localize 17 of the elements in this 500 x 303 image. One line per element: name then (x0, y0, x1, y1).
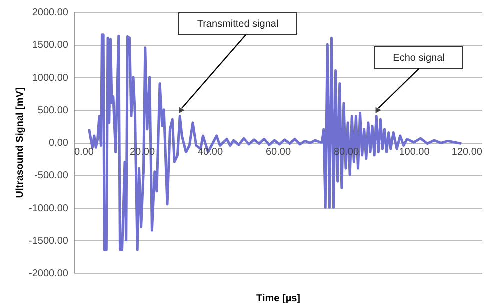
x-tick-label: 0.00 (74, 147, 94, 158)
annotation: Echo signal (393, 53, 445, 64)
y-tick-label: -500.00 (34, 170, 69, 182)
x-tick-label: 40.00 (198, 147, 224, 158)
x-tick-label: 60.00 (266, 147, 292, 158)
y-tick-label: 0.00 (49, 138, 69, 149)
x-tick-label: 120.00 (452, 147, 483, 158)
y-axis-title: Ultrasound Signal [mV] (15, 88, 26, 198)
y-tick-label: 500.00 (38, 105, 69, 116)
annotation: Transmitted signal (197, 19, 279, 30)
y-tick-label: -2000.00 (29, 268, 69, 280)
y-tick-label: 1000.00 (32, 72, 69, 84)
y-tick-label: 2000.00 (32, 8, 69, 18)
x-tick-label: 100.00 (399, 147, 430, 158)
y-tick-label: -1000.00 (29, 203, 69, 214)
y-tick-label: 1500.00 (32, 40, 69, 52)
y-tick-label: -1500.00 (29, 236, 69, 247)
